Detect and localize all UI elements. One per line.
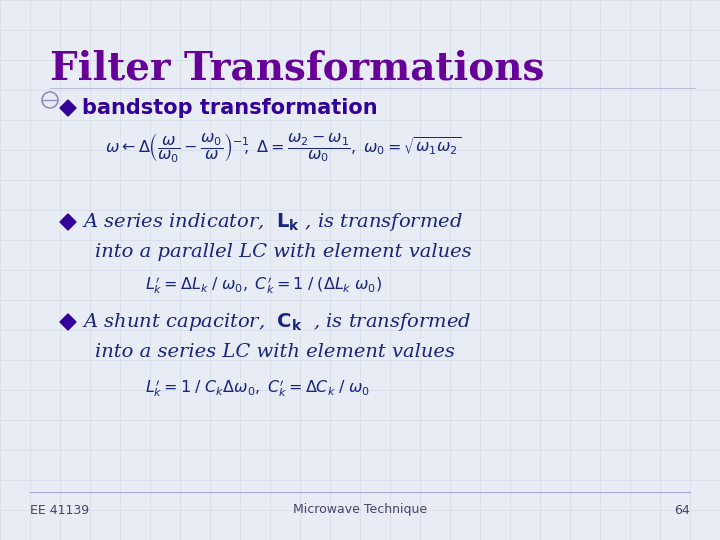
Text: EE 41139: EE 41139 bbox=[30, 503, 89, 516]
Text: $L^{\prime}_k = \Delta L_k\;/\;\omega_0,\;C^{\prime}_k = 1\;/\;(\Delta L_k\;\ome: $L^{\prime}_k = \Delta L_k\;/\;\omega_0,… bbox=[145, 274, 382, 296]
Text: Microwave Technique: Microwave Technique bbox=[293, 503, 427, 516]
Text: $\omega \leftarrow \Delta\left(\dfrac{\omega}{\omega_0} - \dfrac{\omega_0}{\omeg: $\omega \leftarrow \Delta\left(\dfrac{\o… bbox=[105, 132, 462, 165]
Text: $L^{\prime}_k = 1\;/\;C_k\Delta\omega_0,\;C^{\prime}_k = \Delta C_k\;/\;\omega_0: $L^{\prime}_k = 1\;/\;C_k\Delta\omega_0,… bbox=[145, 377, 370, 399]
Text: A shunt capacitor,  $\mathbf{C_k}$  , is transformed: A shunt capacitor, $\mathbf{C_k}$ , is t… bbox=[82, 311, 472, 333]
Polygon shape bbox=[60, 214, 76, 230]
Text: 64: 64 bbox=[674, 503, 690, 516]
Polygon shape bbox=[60, 314, 76, 330]
Text: into a series LC with element values: into a series LC with element values bbox=[95, 343, 455, 361]
Text: A series indicator,  $\mathbf{L_k}$ , is transformed: A series indicator, $\mathbf{L_k}$ , is … bbox=[82, 211, 463, 233]
Text: Filter Transformations: Filter Transformations bbox=[50, 50, 544, 88]
Text: bandstop transformation: bandstop transformation bbox=[82, 98, 377, 118]
Text: into a parallel LC with element values: into a parallel LC with element values bbox=[95, 243, 472, 261]
Polygon shape bbox=[60, 100, 76, 116]
